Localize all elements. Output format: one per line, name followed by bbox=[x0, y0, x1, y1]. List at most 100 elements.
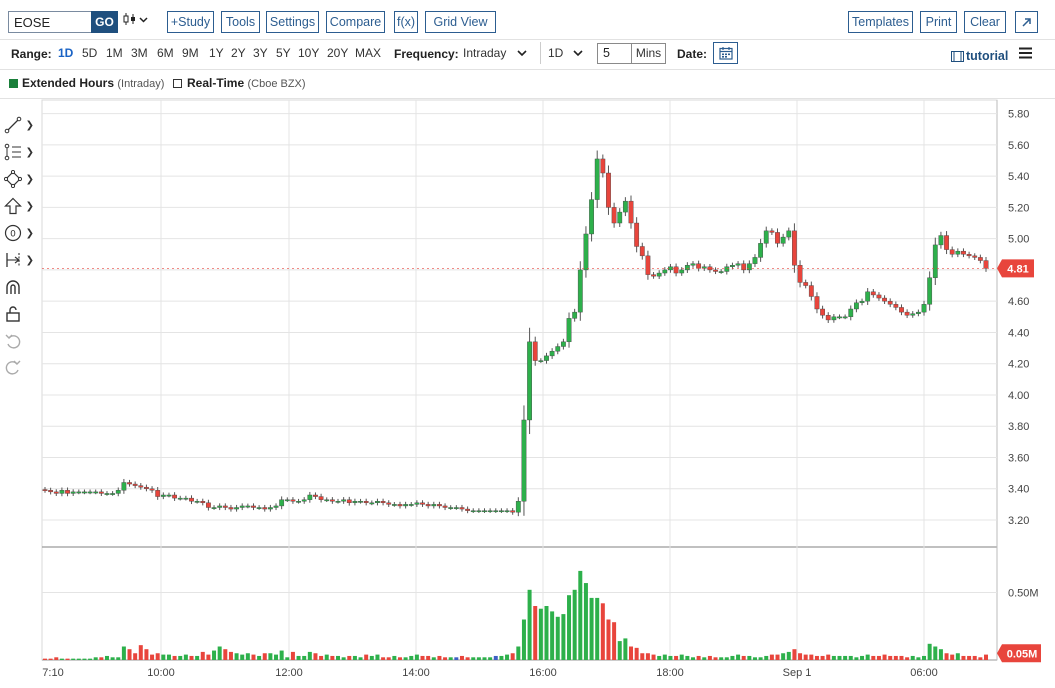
range-9m-button[interactable]: 9M bbox=[182, 46, 199, 60]
extended-hours-legend[interactable]: Extended Hours (Intraday) bbox=[22, 76, 164, 90]
range-1m-button[interactable]: 1M bbox=[106, 46, 123, 60]
volume-bar bbox=[217, 646, 222, 660]
range-5d-button[interactable]: 5D bbox=[82, 46, 98, 60]
volume-bar bbox=[984, 654, 988, 660]
print-button[interactable]: Print bbox=[920, 11, 957, 33]
volume-bar bbox=[696, 655, 701, 660]
volume-bar bbox=[736, 654, 741, 660]
settings-button[interactable]: Settings bbox=[266, 11, 319, 33]
price-tick-label: 5.20 bbox=[1008, 202, 1029, 214]
minutes-input[interactable]: 5 bbox=[597, 43, 631, 64]
tools-button[interactable]: Tools bbox=[221, 11, 260, 33]
candle bbox=[493, 510, 499, 513]
time-tick-label: 14:00 bbox=[402, 667, 430, 679]
expand-button[interactable] bbox=[1015, 11, 1038, 33]
candle bbox=[690, 263, 696, 266]
period-select[interactable]: 1D bbox=[548, 45, 563, 61]
volume-bar bbox=[302, 655, 307, 660]
candle bbox=[949, 249, 955, 255]
price-tick-label: 4.00 bbox=[1008, 390, 1029, 402]
candle bbox=[628, 200, 634, 224]
volume-bar bbox=[629, 646, 634, 660]
templates-button[interactable]: Templates bbox=[848, 11, 913, 33]
volume-bar bbox=[307, 651, 312, 660]
study-button[interactable]: +Study bbox=[167, 11, 214, 33]
volume-bar bbox=[544, 606, 549, 660]
candle bbox=[487, 510, 493, 513]
volume-bar bbox=[110, 657, 115, 660]
compare-button[interactable]: Compare bbox=[326, 11, 385, 33]
volume-bar bbox=[719, 657, 724, 660]
volume-bar bbox=[826, 654, 831, 660]
range-6m-button[interactable]: 6M bbox=[157, 46, 174, 60]
volume-bar bbox=[950, 654, 955, 660]
volume-bar bbox=[76, 658, 81, 660]
frequency-select[interactable]: Intraday bbox=[463, 45, 506, 61]
symbol-input[interactable] bbox=[8, 11, 91, 33]
fibonacci-tool[interactable]: ❯ bbox=[4, 142, 34, 162]
range-5y-button[interactable]: 5Y bbox=[276, 46, 291, 60]
volume-bar bbox=[88, 658, 93, 660]
volume-bar bbox=[662, 654, 667, 660]
arrow-tool[interactable]: ❯ bbox=[4, 196, 34, 216]
range-1d-button[interactable]: 1D bbox=[58, 46, 74, 60]
hamburger-menu-icon[interactable] bbox=[1019, 47, 1032, 59]
volume-bar bbox=[482, 657, 487, 660]
candle bbox=[234, 507, 239, 510]
volume-bar bbox=[820, 655, 825, 660]
candle bbox=[375, 501, 380, 504]
volume-bar bbox=[341, 657, 346, 660]
candle bbox=[369, 502, 375, 505]
candle bbox=[290, 499, 296, 502]
extended-hours-label: Extended Hours bbox=[22, 76, 115, 90]
film-icon bbox=[951, 50, 964, 62]
candle bbox=[420, 502, 425, 505]
volume-bar bbox=[831, 655, 836, 660]
range-2y-button[interactable]: 2Y bbox=[231, 46, 246, 60]
volume-bar bbox=[279, 650, 284, 660]
clear-button[interactable]: Clear bbox=[964, 11, 1006, 33]
date-picker-button[interactable] bbox=[713, 42, 738, 64]
range-1y-button[interactable]: 1Y bbox=[209, 46, 224, 60]
magnet-tool[interactable] bbox=[4, 277, 34, 297]
candle bbox=[115, 490, 121, 494]
candle bbox=[977, 257, 983, 261]
arrow-up-icon bbox=[4, 197, 22, 215]
lock-tool[interactable] bbox=[4, 304, 34, 324]
candle bbox=[775, 232, 780, 244]
shape-tool[interactable]: ❯ bbox=[4, 169, 34, 189]
undo-tool[interactable] bbox=[4, 331, 34, 351]
range-10y-button[interactable]: 10Y bbox=[298, 46, 320, 60]
candle bbox=[696, 263, 702, 269]
volume-bar bbox=[150, 654, 155, 660]
volume-bar bbox=[138, 645, 143, 660]
label-tool[interactable]: 0 ❯ bbox=[4, 223, 34, 243]
tutorial-link[interactable]: tutorial bbox=[951, 49, 1008, 63]
volume-bar bbox=[240, 654, 245, 660]
measure-icon bbox=[6, 253, 20, 267]
candle bbox=[904, 311, 910, 316]
chart-type-button[interactable] bbox=[123, 13, 148, 25]
volume-bar bbox=[133, 653, 138, 660]
redo-tool[interactable] bbox=[4, 357, 34, 377]
volume-bar bbox=[392, 655, 397, 660]
measure-tool[interactable]: ❯ bbox=[4, 250, 34, 270]
volume-bar bbox=[245, 653, 250, 660]
range-3m-button[interactable]: 3M bbox=[131, 46, 148, 60]
volume-bar bbox=[854, 657, 859, 660]
range-3y-button[interactable]: 3Y bbox=[253, 46, 268, 60]
volume-bar bbox=[860, 655, 865, 660]
candle bbox=[318, 496, 324, 500]
go-button[interactable]: GO bbox=[91, 11, 118, 33]
grid-view-button[interactable]: Grid View bbox=[425, 11, 496, 33]
range-20y-button[interactable]: 20Y bbox=[327, 46, 349, 60]
candle bbox=[521, 419, 527, 502]
volume-bar bbox=[888, 655, 893, 660]
trendline-tool[interactable]: ❯ bbox=[4, 115, 34, 135]
volume-bar bbox=[775, 654, 780, 660]
range-max-button[interactable]: MAX bbox=[355, 46, 382, 60]
candle bbox=[510, 510, 516, 513]
fx-button[interactable]: f(x) bbox=[394, 11, 418, 33]
realtime-legend[interactable]: Real-Time (Cboe BZX) bbox=[187, 76, 306, 90]
